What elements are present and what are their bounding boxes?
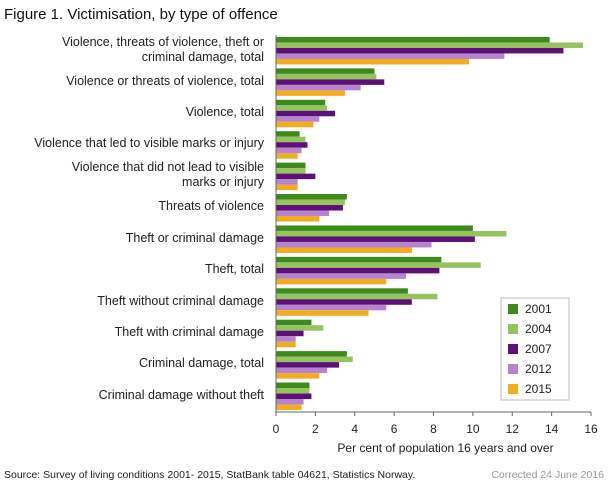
y-tick-label: Theft or criminal damage xyxy=(125,230,264,245)
bar xyxy=(276,399,304,405)
bar xyxy=(276,142,308,148)
bar xyxy=(276,319,312,326)
y-tick-label: Violence, threats of violence, theft or … xyxy=(62,34,264,64)
bar xyxy=(276,325,324,331)
note: Corrected 24 June 2016 xyxy=(491,469,604,481)
bar xyxy=(276,53,505,59)
bar xyxy=(276,273,406,279)
bar xyxy=(276,153,298,159)
bar xyxy=(276,304,387,311)
y-tick-label: Violence or threats of violence, total xyxy=(66,73,264,88)
bar xyxy=(276,90,345,96)
bar xyxy=(276,216,320,222)
y-tick-label: Theft with criminal damage xyxy=(114,324,264,339)
bar xyxy=(276,210,330,217)
y-tick-label: Violence, total xyxy=(185,105,264,120)
bar xyxy=(276,330,304,337)
bar xyxy=(276,236,475,242)
y-tick-label: Theft without criminal damage xyxy=(97,293,264,308)
legend-swatch xyxy=(508,324,518,334)
bar xyxy=(276,205,343,211)
bar xyxy=(276,42,584,48)
y-tick-label: Criminal damage, total xyxy=(138,356,264,371)
bar xyxy=(276,230,507,237)
bar xyxy=(276,79,385,85)
y-tick-label: Threats of violence xyxy=(158,199,264,214)
bar xyxy=(276,110,336,117)
bar xyxy=(276,47,564,54)
legend-label: 2004 xyxy=(525,322,552,336)
x-tick-label: 2 xyxy=(312,422,319,436)
bar xyxy=(276,367,328,374)
bar xyxy=(276,194,347,200)
bar xyxy=(276,168,306,174)
bar xyxy=(276,404,302,411)
y-tick-label: Violence that led to visible marks or in… xyxy=(34,136,264,151)
bar xyxy=(276,293,438,300)
legend-label: 2007 xyxy=(525,342,552,356)
bar xyxy=(276,199,345,206)
x-axis-label: Per cent of population 16 years and over xyxy=(337,441,553,455)
bar xyxy=(276,373,320,379)
legend-label: 2012 xyxy=(525,362,552,376)
bar xyxy=(276,162,306,169)
bar xyxy=(276,179,298,185)
legend-swatch xyxy=(508,384,518,394)
bar xyxy=(276,105,328,111)
legend-label: 2001 xyxy=(525,302,552,316)
bar xyxy=(276,362,339,368)
bar xyxy=(276,173,316,180)
x-tick-label: 8 xyxy=(430,422,437,436)
bar xyxy=(276,136,306,143)
bar xyxy=(276,336,296,342)
x-tick-label: 14 xyxy=(545,422,559,436)
bar xyxy=(276,356,353,363)
x-tick-label: 0 xyxy=(273,422,280,436)
bar xyxy=(276,262,481,268)
bar xyxy=(276,388,310,394)
bar xyxy=(276,299,412,305)
bar xyxy=(276,131,300,137)
bar xyxy=(276,256,442,263)
bar xyxy=(276,278,387,285)
x-tick-label: 12 xyxy=(506,422,520,436)
bar xyxy=(276,36,550,43)
bar xyxy=(276,68,375,74)
bar xyxy=(276,147,302,154)
bar xyxy=(276,310,369,316)
bar xyxy=(276,267,440,274)
bar xyxy=(276,121,314,128)
source: Source: Survey of living conditions 2001… xyxy=(4,469,416,481)
chart-title: Figure 1. Victimisation, by type of offe… xyxy=(4,6,278,23)
bar xyxy=(276,116,320,122)
legend-swatch xyxy=(508,364,518,374)
bar xyxy=(276,382,310,389)
bar xyxy=(276,351,347,357)
x-tick-label: 16 xyxy=(584,422,598,436)
bar xyxy=(276,393,312,400)
bar xyxy=(276,99,326,106)
bar xyxy=(276,58,469,65)
legend-swatch xyxy=(508,304,518,314)
legend-label: 2015 xyxy=(525,382,552,396)
bar xyxy=(276,84,361,91)
legend-swatch xyxy=(508,344,518,354)
bar xyxy=(276,241,432,248)
x-tick-label: 4 xyxy=(351,422,358,436)
x-tick-label: 6 xyxy=(391,422,398,436)
bar xyxy=(276,184,298,191)
bar xyxy=(276,73,377,80)
bar xyxy=(276,225,473,231)
bar xyxy=(276,341,296,348)
bar xyxy=(276,288,408,294)
x-tick-label: 10 xyxy=(466,422,480,436)
y-tick-label: Violence that did not lead to visible ma… xyxy=(71,160,264,190)
y-tick-label: Criminal damage without theft xyxy=(98,387,264,402)
y-tick-label: Theft, total xyxy=(204,262,264,277)
bar xyxy=(276,247,412,253)
